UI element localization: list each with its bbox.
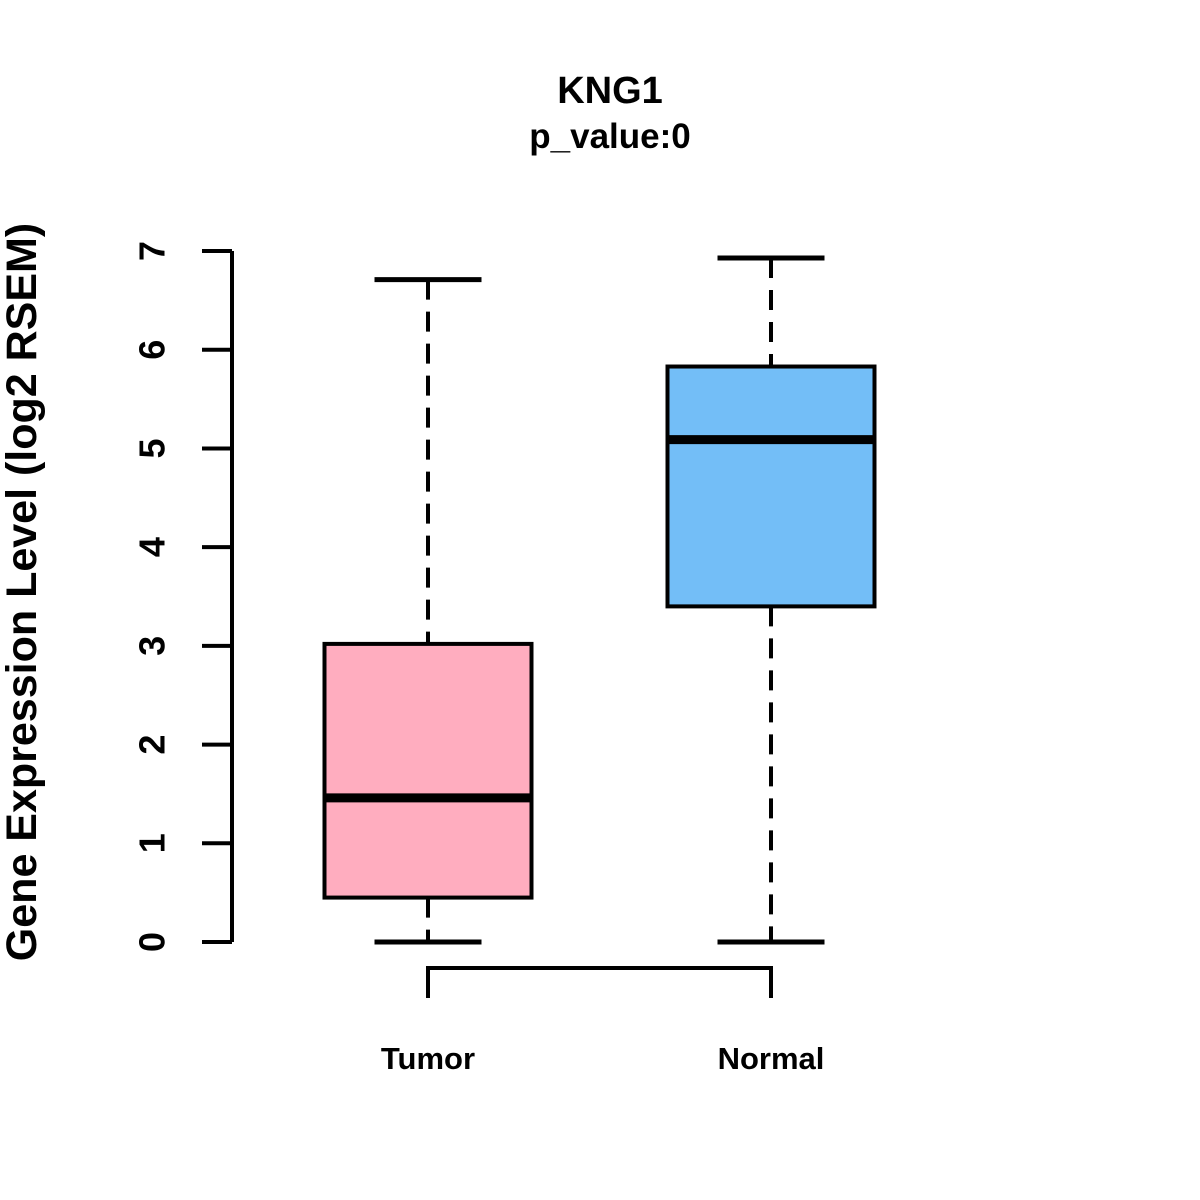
chart-title: KNG1 [557, 70, 663, 112]
x-label-normal: Normal [718, 1041, 825, 1076]
y-tick-label-5: 5 [132, 438, 173, 458]
y-tick-label-3: 3 [132, 636, 173, 656]
y-tick-label-6: 6 [132, 340, 173, 360]
y-axis-title: Gene Expression Level (log2 RSEM) [0, 223, 46, 961]
comparison-bracket [426, 966, 773, 998]
y-tick-label-0: 0 [132, 932, 173, 952]
chart-subtitle: p_value:0 [529, 117, 690, 156]
y-tick-label-4: 4 [132, 537, 173, 557]
box-tumor [322, 641, 534, 900]
y-tick-label-2: 2 [132, 735, 173, 755]
y-tick-label-1: 1 [132, 833, 173, 853]
box-normal [665, 364, 877, 609]
x-label-tumor: Tumor [381, 1041, 475, 1076]
plot-shapes [202, 249, 877, 998]
y-tick-label-7: 7 [132, 241, 173, 261]
